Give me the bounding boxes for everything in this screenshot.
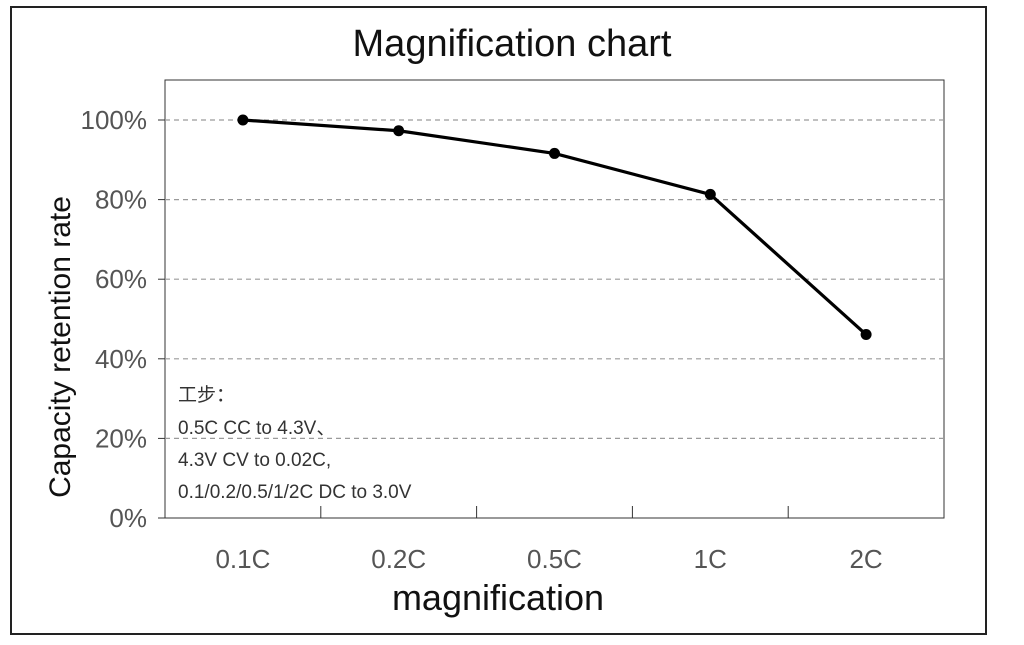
x-axis-ticks: 0.1C 0.2C 0.5C 1C 2C <box>215 506 883 574</box>
data-point <box>860 329 872 341</box>
y-tick-label: 60% <box>95 264 147 294</box>
x-tick-label: 0.1C <box>215 544 270 574</box>
y-axis-ticks: 0% 20% 40% 60% 80% 100% <box>81 105 165 533</box>
gridlines <box>165 119 944 439</box>
x-tick-label: 0.2C <box>371 544 426 574</box>
y-tick-label: 100% <box>81 105 148 135</box>
plot-area <box>164 79 945 519</box>
data-series <box>237 114 872 341</box>
note-line-3: 4.3V CV to 0.02C, <box>178 450 331 471</box>
y-axis-label: Capacity retention rate <box>44 196 77 498</box>
data-point <box>393 125 405 137</box>
x-tick-label: 0.5C <box>527 544 582 574</box>
process-note: 工步： 0.5C CC to 4.3V、 4.3V CV to 0.02C, 0… <box>178 384 412 503</box>
data-point <box>704 188 716 200</box>
data-point <box>549 147 560 159</box>
x-tick-label: 2C <box>849 544 882 574</box>
x-axis-label: magnification <box>392 577 604 618</box>
y-tick-label: 80% <box>95 185 147 215</box>
chart-title: Magnification chart <box>353 23 672 65</box>
chart-frame <box>10 6 987 635</box>
data-point <box>237 114 249 126</box>
x-tick-label: 1C <box>694 544 727 574</box>
note-line-4: 0.1/0.2/0.5/1/2C DC to 3.0V <box>178 482 412 503</box>
y-tick-label: 20% <box>95 423 147 453</box>
y-tick-label: 0% <box>109 503 147 533</box>
note-line-1: 工步： <box>178 384 235 406</box>
note-line-2: 0.5C CC to 4.3V、 <box>178 418 335 439</box>
y-tick-label: 40% <box>95 344 147 374</box>
